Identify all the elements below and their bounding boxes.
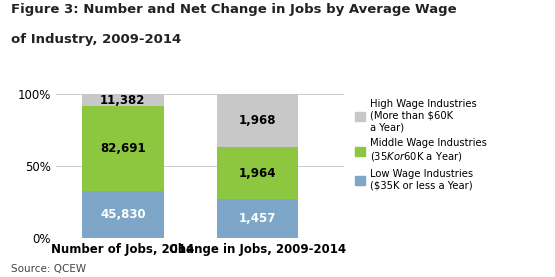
Text: 11,382: 11,382: [100, 94, 145, 107]
Text: 82,691: 82,691: [100, 142, 145, 155]
Text: 1,968: 1,968: [239, 114, 276, 127]
Text: of Industry, 2009-2014: of Industry, 2009-2014: [11, 33, 181, 46]
Text: 1,964: 1,964: [239, 166, 276, 179]
Bar: [216, 147, 299, 199]
Bar: [82, 106, 164, 191]
Bar: [82, 94, 164, 106]
Text: 1,457: 1,457: [239, 212, 276, 225]
Bar: [82, 191, 164, 238]
Legend: High Wage Industries
(More than $60K
a Year), Middle Wage Industries
($35K or $6: High Wage Industries (More than $60K a Y…: [355, 99, 487, 191]
Bar: [216, 94, 299, 147]
Bar: [216, 199, 299, 238]
Text: 45,830: 45,830: [100, 208, 145, 221]
Text: Figure 3: Number and Net Change in Jobs by Average Wage: Figure 3: Number and Net Change in Jobs …: [11, 3, 457, 16]
Text: Source: QCEW: Source: QCEW: [11, 264, 86, 274]
